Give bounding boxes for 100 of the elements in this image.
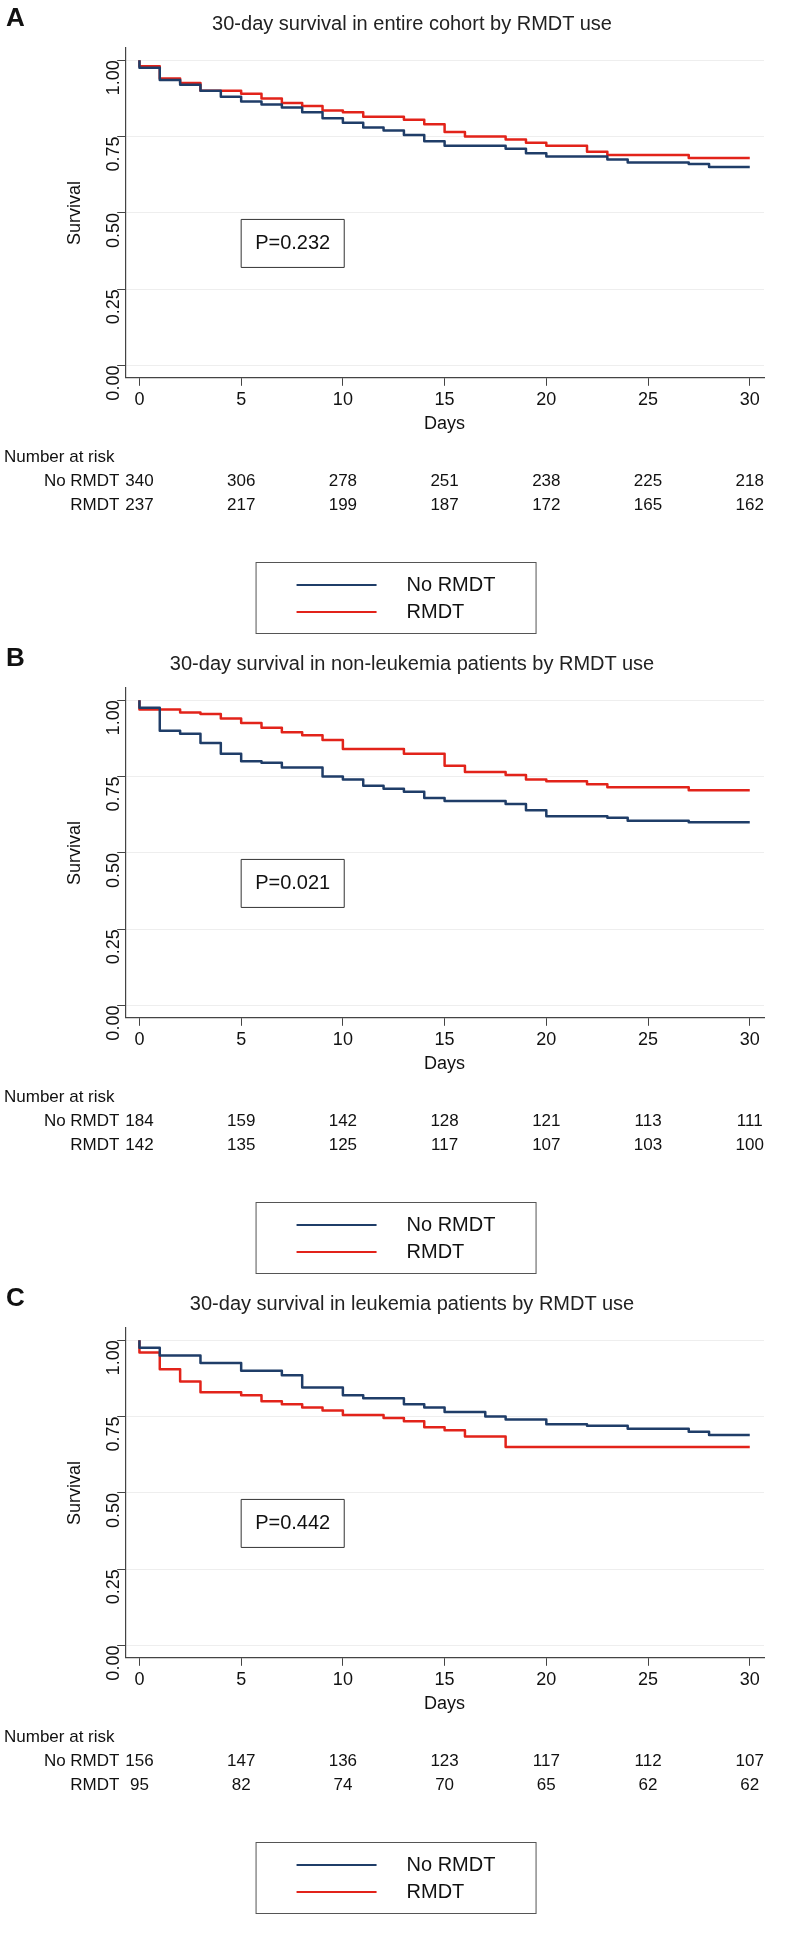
x-tick-label: 15	[434, 388, 455, 409]
text: 82	[231, 1775, 251, 1795]
y-tick-label: 1.00	[103, 60, 124, 96]
text: 95	[129, 1775, 149, 1795]
text: 74	[333, 1775, 353, 1795]
x-tick-label: 5	[236, 388, 247, 409]
legend-label: No RMDT	[406, 1213, 496, 1236]
x-tick-label: 5	[236, 1028, 247, 1049]
text: 65	[536, 1775, 556, 1795]
text: 62	[638, 1775, 658, 1795]
text: Number at risk	[4, 447, 116, 467]
y-tick-label: 0.50	[103, 1492, 124, 1528]
legend-label: RMDT	[406, 600, 465, 623]
text: No RMDT	[43, 471, 120, 491]
text: 165	[633, 495, 663, 515]
text: 128	[430, 1111, 459, 1131]
x-tick-label: 0	[134, 1668, 145, 1689]
text: 306	[226, 471, 256, 491]
y-tick-label: 0.25	[103, 1569, 124, 1605]
text: 100	[735, 1135, 764, 1155]
annotation: P=0.232	[255, 230, 331, 253]
y-tick-label: 0.75	[103, 776, 124, 812]
legend-label: RMDT	[406, 1880, 465, 1903]
text: 184	[125, 1111, 154, 1131]
chart-title: 30-day survival in non-leukemia patients by RMDT use	[169, 651, 655, 674]
text: C	[6, 1282, 25, 1313]
text: 112	[634, 1751, 662, 1771]
x-axis-title: Days	[424, 1693, 466, 1714]
y-tick-label: 0.75	[103, 136, 124, 172]
x-tick-label: 20	[536, 1668, 557, 1689]
text: A	[6, 2, 25, 33]
x-tick-label: 25	[638, 1668, 659, 1689]
text: 218	[735, 471, 764, 491]
y-axis-title: Survival	[63, 1460, 84, 1525]
y-tick-label: 0.00	[103, 1005, 124, 1041]
legend-label: No RMDT	[406, 1853, 496, 1876]
text: No RMDT	[43, 1751, 120, 1771]
text: 142	[125, 1135, 154, 1155]
text: 238	[532, 471, 561, 491]
text: 113	[634, 1111, 662, 1131]
text: 142	[328, 1111, 358, 1131]
y-tick-label: 0.50	[103, 212, 124, 248]
text: No RMDT	[43, 1111, 120, 1131]
x-tick-label: 5	[236, 1668, 247, 1689]
text: 70	[435, 1775, 455, 1795]
text: 117	[532, 1751, 560, 1771]
text: 159	[226, 1111, 256, 1131]
text: 117	[431, 1135, 459, 1155]
x-tick-label: 30	[739, 388, 760, 409]
x-axis-title: Days	[424, 1053, 466, 1074]
y-axis-title: Survival	[63, 180, 84, 245]
x-tick-label: 30	[739, 1028, 760, 1049]
text: 147	[226, 1751, 256, 1771]
text: 135	[226, 1135, 256, 1155]
text: 172	[532, 495, 561, 515]
text: 217	[226, 495, 256, 515]
text: 187	[430, 495, 459, 515]
x-tick-label: 25	[638, 388, 659, 409]
text: 251	[430, 471, 459, 491]
x-tick-label: 0	[134, 1028, 145, 1049]
x-tick-label: 10	[332, 1668, 353, 1689]
text: 103	[633, 1135, 663, 1155]
y-axis-title: Survival	[63, 820, 84, 885]
y-tick-label: 1.00	[103, 1340, 124, 1376]
x-tick-label: 20	[536, 388, 557, 409]
x-tick-label: 0	[134, 388, 145, 409]
x-tick-label: 30	[739, 1668, 760, 1689]
y-tick-label: 0.25	[103, 289, 124, 325]
x-tick-label: 10	[332, 388, 353, 409]
text: Number at risk	[4, 1727, 116, 1747]
text: 162	[735, 495, 764, 515]
y-tick-label: 1.00	[103, 700, 124, 736]
y-tick-label: 0.25	[103, 929, 124, 965]
text: RMDT	[70, 495, 120, 515]
text: 111	[736, 1111, 763, 1131]
y-tick-label: 0.00	[103, 365, 124, 401]
y-tick-label: 0.75	[103, 1416, 124, 1452]
x-tick-label: 10	[332, 1028, 353, 1049]
text: 125	[328, 1135, 358, 1155]
x-tick-label: 20	[536, 1028, 557, 1049]
text: 340	[125, 471, 154, 491]
text: RMDT	[70, 1135, 120, 1155]
text: 225	[633, 471, 663, 491]
legend-label: No RMDT	[406, 573, 496, 596]
text: 136	[328, 1751, 358, 1771]
text: B	[6, 642, 25, 673]
chart-title: 30-day survival in leukemia patients by RMDT use	[189, 1291, 635, 1314]
text: RMDT	[70, 1775, 120, 1795]
text: 62	[740, 1775, 760, 1795]
legend-label: RMDT	[406, 1240, 465, 1263]
annotation: P=0.442	[255, 1510, 331, 1533]
y-tick-label: 0.50	[103, 852, 124, 888]
text: 107	[532, 1135, 561, 1155]
x-tick-label: 25	[638, 1028, 659, 1049]
x-tick-label: 15	[434, 1668, 455, 1689]
text: 278	[328, 471, 358, 491]
annotation: P=0.021	[255, 870, 331, 893]
text: 107	[735, 1751, 764, 1771]
text: 156	[125, 1751, 154, 1771]
chart-title: 30-day survival in entire cohort by RMDT use	[212, 11, 612, 34]
